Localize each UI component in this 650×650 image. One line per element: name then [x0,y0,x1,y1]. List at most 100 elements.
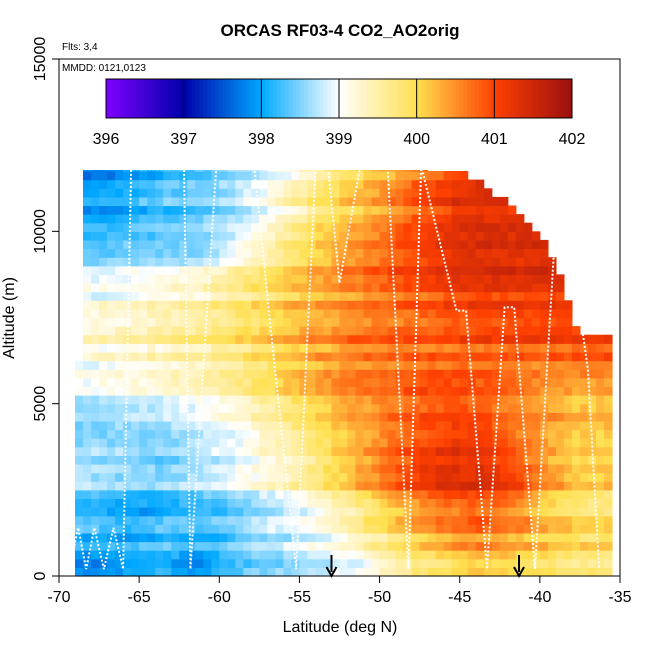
field-cell [131,291,140,301]
field-cell [163,257,172,267]
field-cell [115,464,124,474]
field-cell [491,196,501,207]
field-cell [307,412,316,422]
field-cell [371,438,381,448]
field-cell [596,438,605,448]
colorbar-segment [183,79,189,118]
field-cell [379,515,389,525]
field-cell [571,386,581,396]
field-cell [147,317,156,327]
field-cell [363,360,373,370]
field-cell [523,326,533,336]
field-cell [323,196,333,207]
field-cell [203,343,212,353]
field-cell [243,550,252,560]
field-cell [347,334,357,344]
field-cell [155,196,164,207]
field-cell [267,274,276,284]
field-cell [539,455,549,465]
field-cell [115,300,124,310]
field-cell [299,429,308,439]
field-cell [587,472,597,482]
field-cell [555,558,565,568]
field-cell [307,455,316,465]
field-cell [403,214,413,224]
field-cell [75,377,84,387]
field-cell [459,179,469,189]
field-cell [347,257,357,267]
field-cell [219,171,228,181]
field-cell [291,205,300,215]
field-cell [291,420,300,431]
field-cell [347,248,357,258]
field-cell [515,377,525,387]
field-cell [147,343,156,353]
field-cell [451,481,461,491]
colorbar-segment [226,79,231,118]
field-cell [251,343,260,353]
field-cell [99,429,108,439]
field-cell [91,248,100,258]
field-cell [435,326,445,336]
field-cell [467,403,477,413]
colorbar-segment [168,79,173,118]
field-cell [475,196,485,207]
field-cell [131,386,140,396]
field-cell [291,343,300,353]
field-cell [235,507,244,517]
field-cell [531,377,541,387]
x-tick-label: -60 [208,589,231,606]
field-cell [187,481,196,491]
field-cell [443,464,453,474]
field-cell [211,395,220,405]
field-cell [179,532,188,543]
field-cell [235,498,244,508]
field-cell [243,507,252,517]
field-cell [139,498,148,508]
field-cell [419,489,429,499]
field-cell [123,300,132,310]
colorbar-segment [556,79,561,118]
field-cell [363,257,373,267]
field-cell [147,420,156,431]
field-cell [563,472,573,482]
field-cell [147,498,156,508]
field-cell [115,498,124,508]
field-cell [483,377,493,387]
field-cell [163,317,172,327]
field-cell [523,498,533,508]
field-cell [395,567,405,577]
field-cell [547,515,557,525]
field-cell [547,412,557,422]
field-cell [531,317,541,327]
field-cell [251,395,260,405]
field-cell [587,498,597,508]
field-cell [187,438,196,448]
field-cell [555,446,565,456]
field-cell [395,214,405,224]
field-cell [355,222,365,232]
field-cell [83,179,92,189]
field-cell [491,377,501,387]
field-cell [227,291,236,301]
field-cell [139,188,148,198]
field-cell [387,386,397,396]
field-cell [467,395,477,405]
field-cell [395,446,405,456]
field-cell [195,515,204,525]
field-cell [499,395,509,405]
field-cell [379,257,389,267]
field-cell [507,248,517,258]
colorbar-segment [245,79,251,118]
field-cell [235,464,244,474]
dates-label: MMDD: 0121,0123 [62,63,146,74]
field-cell [515,429,525,439]
field-cell [259,317,268,327]
field-cell [387,507,397,517]
field-cell [347,231,357,241]
field-cell [483,334,493,344]
field-cell [539,360,549,370]
field-cell [115,395,124,405]
field-cell [259,360,268,370]
field-cell [475,326,485,336]
